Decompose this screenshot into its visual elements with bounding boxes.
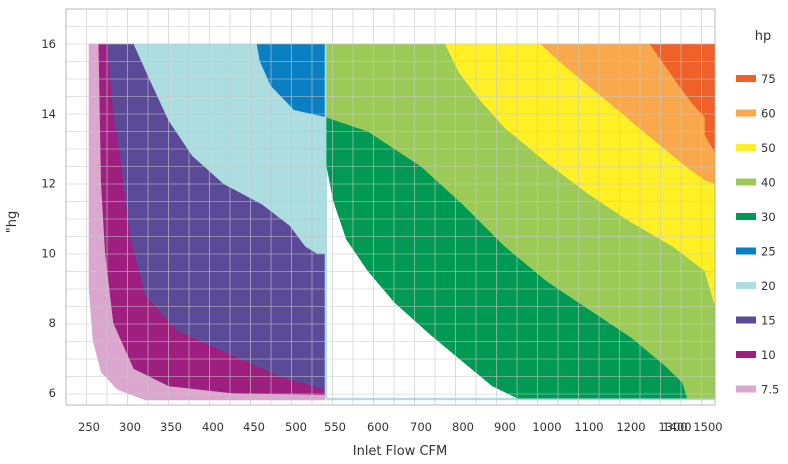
x-tick-label: 300 — [119, 420, 141, 434]
x-tick-label: 450 — [243, 420, 265, 434]
plot-border — [65, 8, 716, 406]
y-tick-label: 12 — [41, 177, 56, 191]
y-tick-label: 16 — [41, 37, 56, 51]
legend-title: hp — [755, 29, 772, 44]
y-tick-label: 14 — [41, 107, 56, 121]
y-axis-title: "hg — [5, 211, 20, 233]
y-tick-labels: 6 8 10 12 14 16 — [41, 37, 56, 400]
x-tick-label: 600 — [367, 420, 389, 434]
x-tick-label: 1500 — [693, 420, 722, 434]
legend-label: 7.5 — [761, 383, 779, 397]
x-tick-label: 900 — [494, 420, 516, 434]
x-tick-label: 1100 — [574, 420, 603, 434]
x-tick-label: 700 — [410, 420, 432, 434]
x-tick-label: 550 — [324, 420, 346, 434]
legend-label: 40 — [761, 176, 776, 190]
legend-label: 25 — [761, 245, 776, 259]
legend-swatch-50 — [736, 144, 756, 151]
x-tick-label: 400 — [202, 420, 224, 434]
legend-label: 10 — [761, 348, 776, 362]
legend-label: 50 — [761, 141, 776, 155]
y-tick-label: 6 — [49, 386, 56, 400]
legend-label: 75 — [761, 72, 776, 86]
legend: hp 75 60 50 40 30 25 20 15 10 7.5 — [736, 29, 779, 397]
legend-label: 15 — [761, 314, 776, 328]
x-tick-label: 250 — [78, 420, 100, 434]
y-tick-label: 10 — [41, 246, 56, 260]
x-axis-title: Inlet Flow CFM — [353, 444, 448, 459]
legend-label: 30 — [761, 210, 776, 224]
legend-swatch-25 — [736, 247, 756, 255]
y-tick-label: 8 — [49, 316, 56, 330]
legend-swatch-7-5 — [736, 385, 756, 393]
legend-label: 60 — [761, 107, 776, 121]
legend-swatch-20 — [736, 282, 756, 289]
legend-swatch-30 — [736, 213, 756, 220]
x-tick-label: 1200 — [616, 420, 645, 434]
legend-swatch-60 — [736, 109, 756, 117]
legend-swatch-75 — [736, 75, 756, 82]
legend-swatch-40 — [736, 178, 756, 186]
grid-lines — [66, 9, 715, 405]
x-tick-labels: 250 300 350 400 450 500 550 600 700 800 900 1000 110… — [78, 420, 723, 434]
x-tick-label: 1000 — [532, 420, 561, 434]
x-tick-label: 1300 — [658, 420, 687, 434]
legend-swatch-10 — [736, 351, 756, 358]
x-tick-label: 350 — [160, 420, 182, 434]
legend-label: 20 — [761, 279, 776, 293]
plot-frame — [65, 8, 716, 406]
legend-swatch-15 — [736, 316, 756, 324]
x-tick-label: 800 — [452, 420, 474, 434]
x-tick-label: 1400 — [662, 420, 691, 434]
x-tick-label: 500 — [285, 420, 307, 434]
